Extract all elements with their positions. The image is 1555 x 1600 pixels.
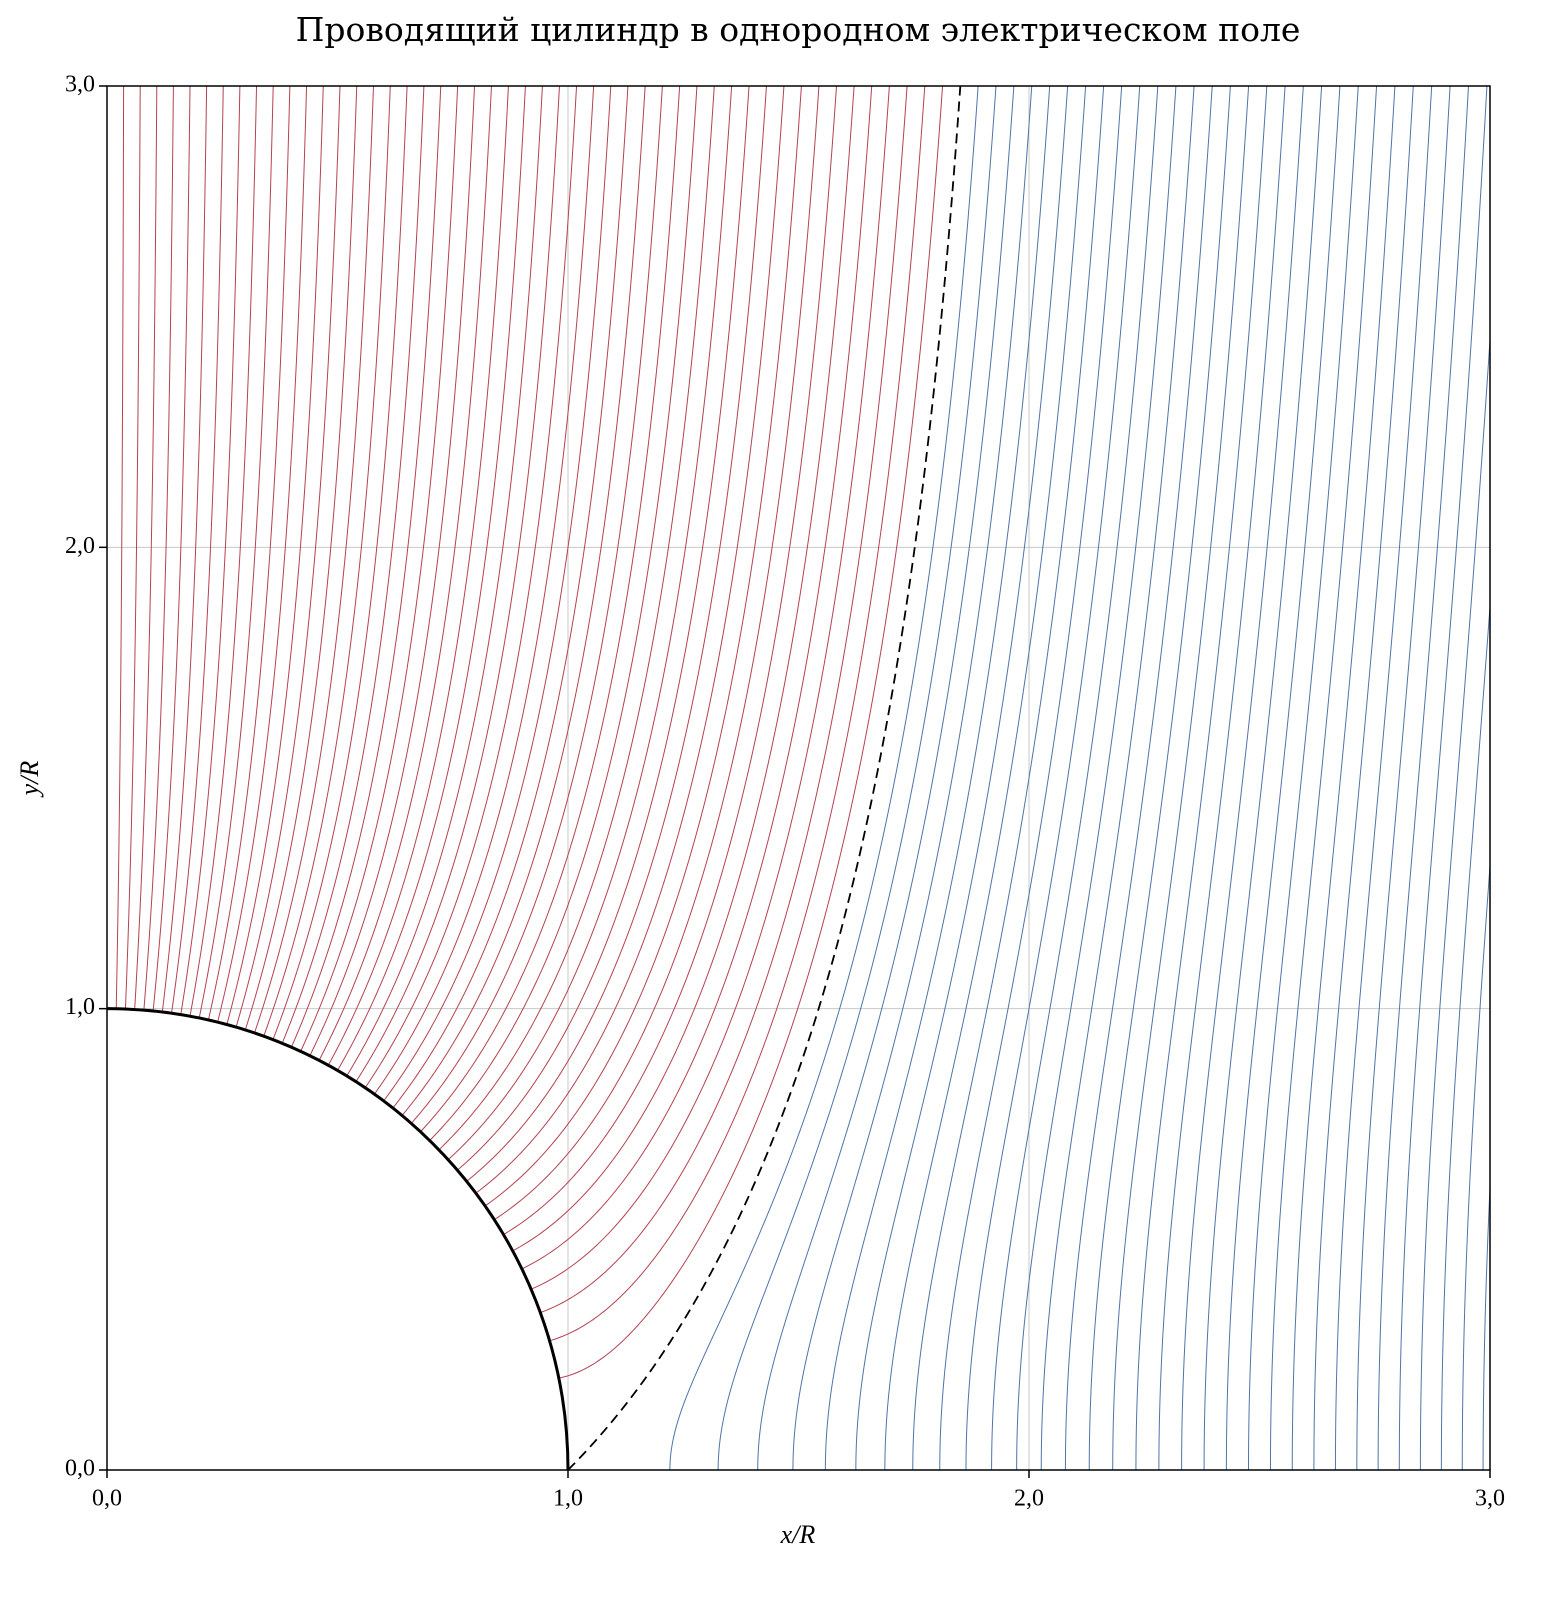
field-line	[1482, 1176, 1490, 1470]
field-line	[420, 86, 681, 1133]
y-tick-label: 2,0	[65, 533, 95, 559]
field-line	[466, 86, 767, 1182]
field-line	[272, 86, 408, 1040]
field-line	[189, 86, 258, 1017]
field-line	[161, 86, 208, 1013]
field-line	[124, 86, 141, 1010]
field-line	[392, 86, 629, 1109]
field-line	[1419, 332, 1490, 1470]
field-line	[1377, 86, 1469, 1470]
field-line	[558, 86, 944, 1379]
field-line	[1248, 86, 1359, 1470]
field-line	[235, 86, 341, 1028]
field-line	[912, 86, 1105, 1470]
field-line	[401, 86, 646, 1116]
field-line	[226, 86, 324, 1025]
field-line	[1040, 86, 1195, 1470]
field-line	[438, 86, 715, 1151]
field-line	[884, 86, 1087, 1470]
field-line	[1203, 86, 1323, 1470]
x-tick-label: 1,0	[553, 1486, 583, 1512]
field-line	[1064, 86, 1213, 1470]
field-line	[1112, 86, 1250, 1470]
field-line	[373, 86, 595, 1095]
field-line	[383, 86, 612, 1102]
field-line	[337, 86, 526, 1071]
field-line	[198, 86, 274, 1019]
y-tick-label: 0,0	[65, 1456, 95, 1482]
field-line	[1158, 86, 1286, 1470]
x-tick-label: 2,0	[1014, 1486, 1044, 1512]
plot-frame	[106, 85, 1491, 1471]
field-line	[475, 86, 785, 1194]
field-line	[855, 86, 1069, 1470]
field-line	[1461, 859, 1490, 1470]
field-line	[1181, 86, 1304, 1470]
field-line	[327, 86, 509, 1066]
x-axis-label: x/R	[780, 1520, 816, 1549]
field-line	[152, 86, 191, 1012]
field-line	[355, 86, 560, 1082]
field-line	[757, 86, 1015, 1470]
field-line	[1088, 86, 1231, 1470]
field-line	[318, 86, 492, 1061]
y-tick-label: 1,0	[65, 994, 95, 1020]
separatrix	[567, 86, 962, 1470]
x-tick-label: 3,0	[1475, 1486, 1505, 1512]
field-line	[429, 86, 698, 1141]
field-line	[503, 86, 838, 1236]
field-line	[1291, 86, 1396, 1470]
field-line	[309, 86, 476, 1056]
field-line	[410, 86, 663, 1124]
chart-title: Проводящий цилиндр в однородном электрич…	[296, 10, 1301, 49]
field-line	[281, 86, 425, 1044]
field-line	[521, 86, 873, 1270]
field-line	[207, 86, 291, 1021]
field-line	[1398, 86, 1488, 1470]
field-line	[290, 86, 442, 1048]
field-line	[180, 86, 241, 1015]
field-line	[134, 86, 158, 1010]
field-line	[484, 86, 802, 1207]
field-line	[493, 86, 820, 1221]
x-tick-label: 0,0	[92, 1486, 122, 1512]
field-line	[1313, 86, 1414, 1470]
cylinder	[106, 1007, 570, 1471]
field-line	[1016, 86, 1177, 1470]
field-line	[1135, 86, 1268, 1470]
field-line	[300, 86, 459, 1052]
y-axis-label: y/R	[15, 761, 44, 799]
field-line	[965, 86, 1141, 1470]
field-line	[143, 86, 174, 1011]
field-line	[447, 86, 733, 1161]
field-line	[115, 86, 125, 1009]
field-line	[346, 86, 543, 1077]
field-line	[991, 86, 1159, 1470]
field-line	[457, 86, 750, 1171]
field-line	[792, 86, 1033, 1470]
field-line	[1334, 86, 1433, 1470]
field-line	[217, 86, 308, 1023]
field-line	[939, 86, 1123, 1470]
field-line	[1356, 86, 1451, 1470]
field-line	[717, 86, 997, 1470]
y-tick-label: 3,0	[65, 72, 95, 98]
field-line	[1225, 86, 1341, 1470]
field-line	[364, 86, 578, 1089]
field-line	[549, 86, 926, 1342]
field-line	[254, 86, 374, 1034]
field-line	[1269, 86, 1378, 1470]
field-line	[824, 86, 1051, 1470]
field-line	[512, 86, 855, 1252]
field-line	[263, 86, 391, 1037]
field-line	[669, 86, 979, 1470]
field-line	[1440, 600, 1490, 1470]
field-line	[530, 86, 890, 1290]
field-line	[244, 86, 358, 1031]
field-line	[171, 86, 224, 1014]
field-line	[540, 86, 908, 1314]
